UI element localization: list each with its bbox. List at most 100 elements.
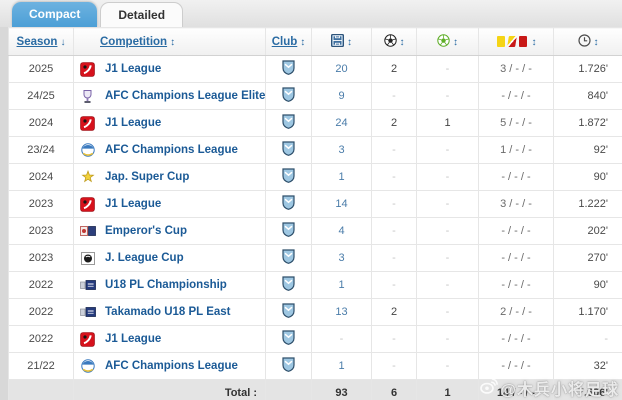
club-crest-icon[interactable] (282, 195, 295, 213)
tab-detailed[interactable]: Detailed (100, 2, 184, 27)
goals-value: 2 (390, 117, 398, 129)
sort-icon: ↕ (399, 36, 405, 48)
total-appearances: 93 (311, 379, 372, 400)
clock-minutes-icon (577, 33, 591, 50)
appearances-value[interactable]: 4 (338, 225, 345, 237)
minutes-value: 1.170' (578, 306, 608, 318)
club-crest-icon[interactable] (282, 114, 295, 132)
appearances-value[interactable]: 24 (335, 117, 348, 129)
goals-ball-icon (383, 33, 397, 50)
appearances-value[interactable]: 20 (335, 63, 348, 75)
sort-icon: ↕ (300, 36, 306, 48)
season-cell: 2024 (8, 109, 74, 137)
appearances-value[interactable]: 14 (335, 198, 348, 210)
assists-value: - (445, 144, 450, 156)
sort-icon: ↕ (347, 36, 352, 48)
column-header-assists[interactable]: ↕ (437, 33, 458, 48)
japanese-super-cup-icon (79, 170, 96, 184)
total-goals: 6 (371, 379, 417, 400)
competition-link[interactable]: AFC Champions League (105, 144, 238, 156)
competition-link[interactable]: AFC Champions League (105, 360, 238, 372)
appearances-value[interactable]: 9 (338, 90, 345, 102)
afc-champions-league-icon (79, 359, 96, 373)
column-header-appearances[interactable]: ↕ (331, 33, 352, 48)
assists-value: 1 (444, 117, 451, 129)
column-header-competition[interactable]: Competition ↕ (100, 35, 176, 48)
yellow-card-icon (497, 35, 505, 47)
afc-champions-league-icon (79, 143, 96, 157)
table-row: 24/25 AFC Champions League Elite 9 - - - / - … (8, 82, 622, 110)
table-row: 2022 Takamado U18 PL East 13 2 - 2 / - / - 1.1… (8, 298, 622, 326)
competition-link[interactable]: J1 League (105, 198, 162, 210)
competition-link[interactable]: J. League Cup (105, 252, 184, 264)
table-row: 2024 J1 League 24 2 1 5 / - / - 1.872' (8, 109, 622, 137)
appearances-value[interactable]: 3 (338, 144, 345, 156)
total-row: Total : 93 6 1 14 / - / - 7.606' (8, 379, 622, 400)
appearances-value[interactable]: 13 (335, 306, 348, 318)
minutes-value: 270' (587, 252, 608, 264)
season-cell: 2022 (8, 298, 74, 326)
season-cell: 2023 (8, 190, 74, 218)
goals-value: - (392, 144, 396, 156)
table-row: 2023 J1 League 14 - - 3 / - / - 1.222' (8, 190, 622, 218)
appearances-value[interactable]: 1 (338, 360, 345, 372)
tab-compact[interactable]: Compact (12, 2, 98, 27)
sort-icon: ↕ (531, 36, 537, 48)
yellow-red-card-icon (507, 35, 517, 47)
cards-cell: 2 / - / - (478, 298, 554, 326)
column-header-cards[interactable]: ↕ (496, 35, 537, 48)
sort-icon: ↕ (453, 36, 458, 48)
appearances-value[interactable]: 1 (338, 171, 345, 183)
column-header-season[interactable]: Season ↓ (16, 35, 66, 48)
club-crest-icon[interactable] (282, 276, 295, 294)
goals-value: - (392, 90, 396, 102)
competition-link[interactable]: J1 League (105, 63, 162, 75)
season-cell: 21/22 (8, 352, 74, 380)
column-header-goals[interactable]: ↕ (383, 33, 405, 50)
cards-cell: - / - / - (478, 352, 554, 380)
competition-link[interactable]: U18 PL Championship (105, 279, 227, 291)
minutes-value: 1.222' (578, 198, 608, 210)
goals-value: 2 (390, 306, 398, 318)
competition-link[interactable]: Jap. Super Cup (105, 171, 190, 183)
table-row: 23/24 AFC Champions League 3 - - 1 / - / - 92' (8, 136, 622, 164)
club-crest-icon[interactable] (282, 141, 295, 159)
sort-icon: ↕ (170, 36, 176, 48)
cards-cell: 3 / - / - (478, 190, 554, 218)
club-crest-icon[interactable] (282, 60, 295, 78)
competition-link[interactable]: AFC Champions League Elite (105, 90, 266, 102)
season-cell: 2022 (8, 271, 74, 299)
column-header-minutes[interactable]: ↕ (577, 33, 599, 50)
total-minutes: 7.606' (553, 379, 622, 400)
competition-link[interactable]: Takamado U18 PL East (105, 306, 231, 318)
column-header-club[interactable]: Club ↕ (271, 35, 306, 48)
table-header-row: Season ↓ Competition ↕ Club ↕ ↕ ↕ ↕ ↕ ↕ (8, 27, 622, 56)
minutes-value: 90' (593, 171, 608, 183)
club-crest-icon[interactable] (282, 357, 295, 375)
club-crest-icon[interactable] (282, 330, 295, 348)
j-league-cup-icon (79, 251, 96, 265)
club-crest-icon[interactable] (282, 168, 295, 186)
season-cell: 23/24 (8, 136, 74, 164)
season-cell: 2024 (8, 163, 74, 191)
minutes-value: 32' (593, 360, 608, 372)
club-crest-icon[interactable] (282, 87, 295, 105)
table-row: 2022 U18 PL Championship 1 - - - / - / - 90' (8, 271, 622, 299)
appearances-value[interactable]: 1 (338, 279, 345, 291)
assists-value: - (445, 306, 450, 318)
competition-link[interactable]: J1 League (105, 117, 162, 129)
competition-link[interactable]: J1 League (105, 333, 162, 345)
club-crest-icon[interactable] (282, 222, 295, 240)
club-crest-icon[interactable] (282, 303, 295, 321)
appearances-value: - (339, 333, 344, 345)
j1-league-icon (79, 331, 96, 347)
assists-value: - (445, 333, 450, 345)
appearances-value[interactable]: 3 (338, 252, 345, 264)
j1-league-icon (79, 115, 96, 131)
goals-value: - (392, 333, 396, 345)
sort-icon: ↕ (593, 36, 599, 48)
club-crest-icon[interactable] (282, 249, 295, 267)
assists-value: - (445, 171, 450, 183)
competition-link[interactable]: Emperor's Cup (105, 225, 187, 237)
red-card-icon (519, 35, 527, 47)
